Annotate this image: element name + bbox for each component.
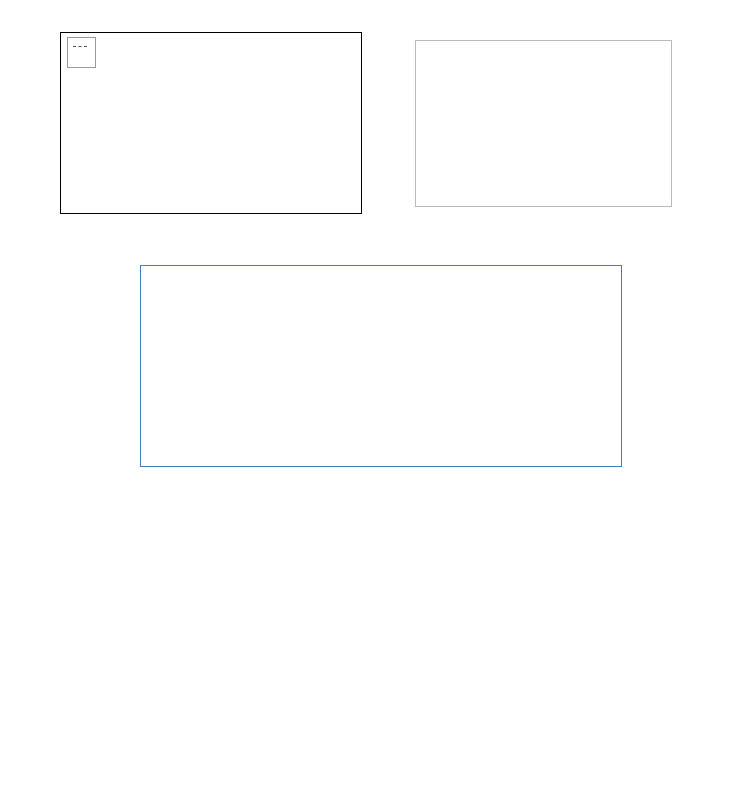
panel-b [390, 10, 720, 250]
panel-a-legend [67, 37, 96, 68]
panel-e [10, 534, 726, 554]
legend-dash-icon [73, 46, 87, 47]
panel-c-label [95, 255, 107, 259]
panel-c [10, 255, 710, 510]
panel-c-curves [141, 266, 621, 466]
panel-e-label [10, 534, 726, 538]
panel-a [10, 10, 380, 250]
legend-dot-icon [77, 55, 83, 61]
panel-d [10, 515, 726, 519]
panel-b-label [390, 10, 720, 14]
panel-c-plot-area [140, 265, 622, 467]
panel-a-label [10, 10, 380, 14]
panel-b-plot-area [415, 40, 672, 207]
panel-a-plot-area [60, 32, 362, 214]
panel-d-label [10, 515, 726, 519]
